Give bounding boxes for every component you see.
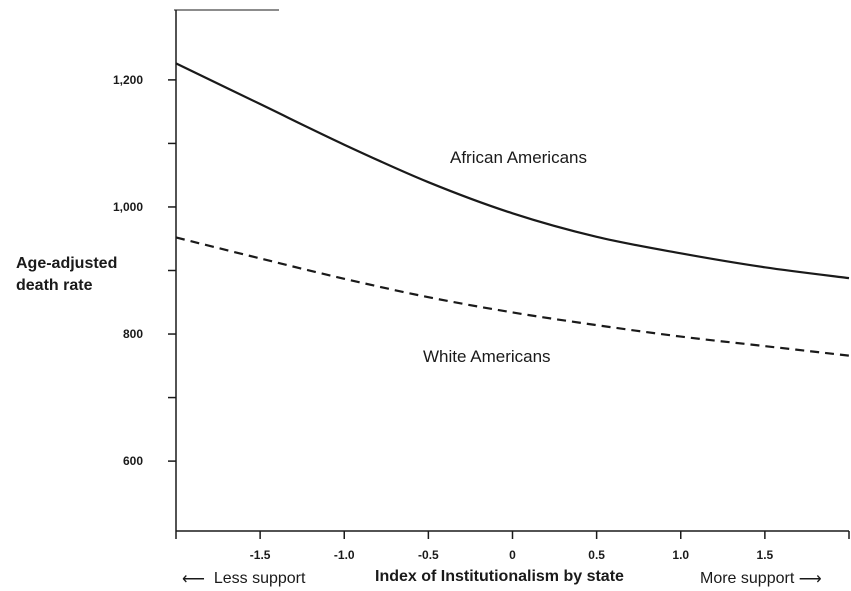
ticks-layer: -1.5 -1.0 -0.5 0 0.5 1.0 1.5 600 800 1,000 1,200 [113,73,850,562]
x-tick-label: 0 [509,548,516,562]
x-tick-label: -1.5 [250,548,271,562]
y-axis-title: Age-adjusted death rate [16,253,146,297]
y-axis-title-line-1: Age-adjusted [16,255,118,272]
x-tick-label: 0.5 [588,548,605,562]
axes [174,9,849,532]
less-support-label: Less support [213,570,306,587]
y-axis-title-line-2: death rate [16,277,93,294]
x-tick-label: -1.0 [334,548,355,562]
y-tick-label: 1,000 [113,200,143,214]
series-line-african-americans [175,62,850,280]
more-support-note: More support ⟶ [700,569,822,589]
x-tick-label: 1.0 [672,548,689,562]
y-tick-label: 1,200 [113,73,143,87]
series-line-white-americans [175,236,850,357]
x-tick-label: 1.5 [757,548,774,562]
arrow-right-icon: ⟶ [798,571,822,588]
series-layer [175,62,850,357]
more-support-label: More support [700,570,795,587]
series-label-white-americans: White Americans [423,347,551,366]
series-label-african-americans: African Americans [450,148,587,167]
y-tick-label: 600 [123,454,143,468]
arrow-left-icon: ⟵ [182,571,205,588]
x-axis-title: Index of Institutionalism by state [375,568,624,585]
y-tick-label: 800 [123,327,143,341]
x-tick-label: -0.5 [418,548,439,562]
less-support-note: ⟵ Less support [182,569,305,589]
